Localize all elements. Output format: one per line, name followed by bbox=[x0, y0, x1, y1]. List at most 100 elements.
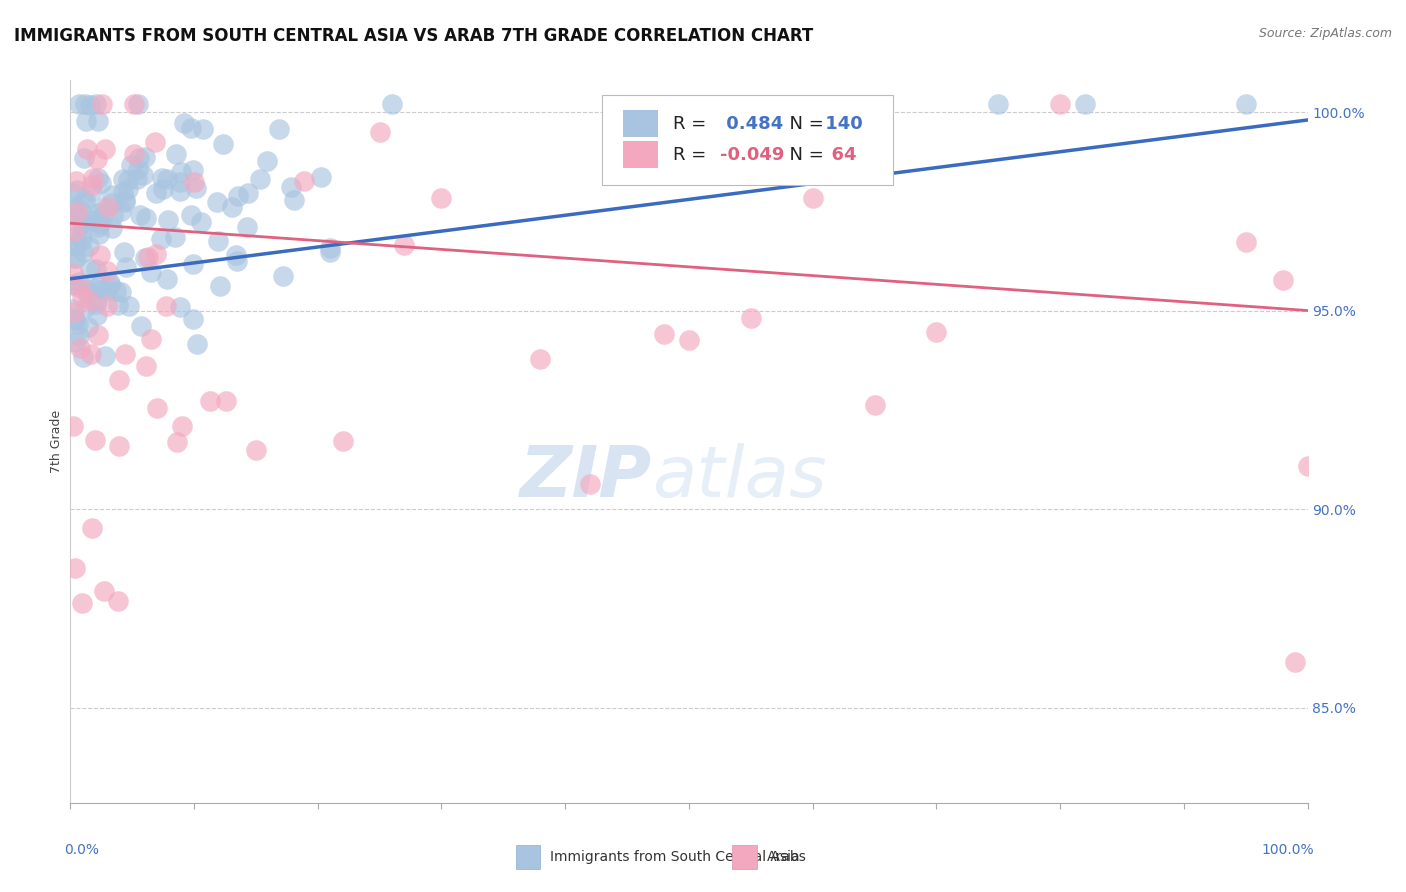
Point bbox=[125, 171, 148, 186]
Text: Immigrants from South Central Asia: Immigrants from South Central Asia bbox=[550, 850, 800, 864]
Point bbox=[170, 164, 193, 178]
Point bbox=[101, 221, 124, 235]
Point bbox=[1234, 97, 1257, 112]
Point bbox=[73, 152, 96, 166]
Point bbox=[135, 359, 157, 373]
Point bbox=[96, 285, 118, 299]
Point bbox=[332, 434, 354, 449]
Point bbox=[93, 584, 115, 599]
Point bbox=[368, 125, 391, 139]
Point bbox=[86, 293, 108, 307]
Point bbox=[107, 298, 129, 312]
Point bbox=[150, 170, 173, 185]
Text: Source: ZipAtlas.com: Source: ZipAtlas.com bbox=[1258, 27, 1392, 40]
Point bbox=[191, 121, 214, 136]
Point bbox=[69, 219, 91, 233]
Point bbox=[226, 253, 249, 268]
Point bbox=[987, 97, 1010, 112]
Point bbox=[207, 235, 229, 249]
Point bbox=[100, 188, 122, 202]
Point bbox=[80, 178, 103, 193]
Point bbox=[65, 252, 87, 266]
Point bbox=[169, 175, 191, 189]
Point bbox=[309, 169, 332, 184]
Point bbox=[75, 196, 97, 211]
Point bbox=[84, 97, 107, 112]
Point bbox=[70, 229, 93, 244]
Point bbox=[381, 97, 404, 112]
Point bbox=[245, 442, 267, 457]
Point bbox=[93, 200, 115, 214]
Point bbox=[87, 170, 110, 185]
Point bbox=[394, 237, 416, 252]
Point bbox=[72, 596, 94, 610]
Point bbox=[63, 312, 86, 326]
Point bbox=[1284, 655, 1306, 669]
Text: 0.484: 0.484 bbox=[720, 115, 783, 133]
Point bbox=[190, 214, 212, 228]
Point bbox=[205, 195, 228, 210]
Point bbox=[135, 211, 157, 226]
Point bbox=[65, 173, 87, 187]
Point bbox=[80, 520, 103, 534]
Point bbox=[104, 285, 127, 299]
Point bbox=[136, 250, 159, 264]
Point bbox=[225, 247, 247, 261]
Point bbox=[319, 241, 342, 255]
Point bbox=[652, 326, 675, 341]
Point bbox=[157, 212, 180, 227]
Point bbox=[579, 477, 602, 491]
Text: 0.0%: 0.0% bbox=[65, 843, 98, 856]
Point bbox=[89, 248, 111, 262]
Point bbox=[87, 327, 110, 342]
Point bbox=[94, 143, 117, 157]
Point bbox=[103, 209, 125, 223]
Point bbox=[181, 312, 204, 326]
Point bbox=[863, 398, 886, 412]
Point bbox=[76, 142, 98, 156]
Point bbox=[141, 332, 163, 346]
Point bbox=[67, 275, 90, 289]
Point bbox=[83, 282, 105, 296]
Point bbox=[100, 195, 122, 210]
Point bbox=[63, 305, 86, 319]
Point bbox=[83, 433, 105, 447]
Point bbox=[122, 97, 145, 112]
Point bbox=[172, 419, 194, 434]
Point bbox=[271, 268, 294, 283]
Point bbox=[134, 150, 156, 164]
FancyBboxPatch shape bbox=[733, 846, 756, 869]
Point bbox=[100, 277, 122, 292]
Point bbox=[94, 349, 117, 363]
Point bbox=[75, 192, 97, 206]
Point bbox=[67, 97, 90, 112]
Point bbox=[1049, 97, 1071, 112]
Point bbox=[211, 137, 233, 152]
Point bbox=[62, 203, 84, 218]
Point bbox=[80, 347, 103, 361]
Point bbox=[180, 121, 202, 136]
Point bbox=[79, 262, 101, 277]
Point bbox=[76, 286, 98, 301]
Point bbox=[118, 299, 141, 313]
Point bbox=[1074, 97, 1097, 112]
Point bbox=[96, 200, 118, 214]
Point bbox=[740, 311, 762, 326]
Point bbox=[112, 172, 135, 186]
Point bbox=[163, 230, 186, 244]
Point bbox=[89, 277, 111, 292]
Point bbox=[134, 251, 156, 265]
Point bbox=[181, 257, 204, 271]
Point bbox=[925, 325, 948, 339]
FancyBboxPatch shape bbox=[623, 141, 658, 169]
Point bbox=[91, 282, 114, 296]
Point bbox=[166, 147, 188, 161]
Point bbox=[62, 418, 84, 433]
Point bbox=[114, 193, 136, 207]
Point bbox=[89, 217, 111, 231]
Point bbox=[62, 251, 84, 265]
Point bbox=[108, 439, 131, 453]
Point bbox=[146, 401, 169, 415]
Point bbox=[63, 237, 86, 252]
Point bbox=[84, 262, 107, 277]
